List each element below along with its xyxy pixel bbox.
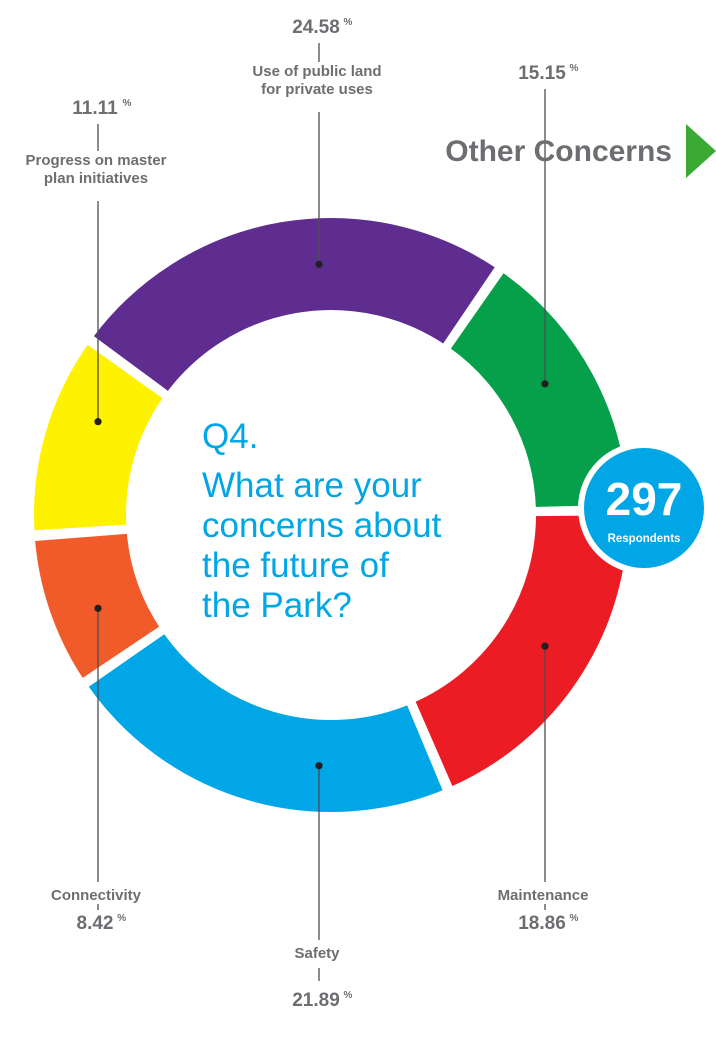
category-label-use-of-public-land-for-private-uses: Use of public land [252,63,381,80]
leader-dot-progress-on-master-plan-initiatives [94,418,102,426]
percent-sign-safety: % [344,990,353,1001]
segment-maintenance [407,509,634,794]
percent-sign-maintenance: % [570,913,579,924]
percent-label-safety: 21.89 [292,990,340,1011]
category-label-connectivity: Connectivity [51,887,142,904]
leader-dot-connectivity [94,604,102,612]
percent-sign-other-concerns: % [570,63,579,74]
segment-use-of-public-land-for-private-uses [85,212,504,400]
percent-sign-use-of-public-land-for-private-uses: % [344,17,353,28]
percent-label-other-concerns: 15.15 [518,63,566,84]
leader-dot-other-concerns [541,380,549,388]
segment-progress-on-master-plan-initiatives [28,336,171,537]
other-concerns-label: Other Concerns [445,135,672,168]
center-question: Q4. What are your concerns about the fut… [202,417,442,625]
donut-segments [28,212,634,818]
category-label-maintenance: Maintenance [498,887,589,904]
category-label-safety: Safety [294,945,340,962]
play-arrow-icon[interactable] [686,124,716,178]
category-label-use-of-public-land-for-private-uses: for private uses [261,81,373,98]
leader-lines [94,43,549,981]
question-line-2: concerns about [202,506,442,545]
question-line-4: the Park? [202,586,352,625]
question-number: Q4. [202,417,258,456]
other-concerns: Other Concerns [445,124,716,178]
percent-sign-connectivity: % [117,913,126,924]
percent-label-progress-on-master-plan-initiatives: 11.11 [72,98,118,119]
respondents-count: 297 [606,473,683,525]
leader-dot-maintenance [541,642,549,650]
category-label-progress-on-master-plan-initiatives: Progress on master [26,152,167,169]
segment-safety [80,625,451,818]
percent-label-use-of-public-land-for-private-uses: 24.58 [292,17,340,38]
leader-dot-safety [315,762,323,770]
percent-label-connectivity: 8.42 [77,913,114,934]
percent-sign-progress-on-master-plan-initiatives: % [123,98,132,109]
question-line-3: the future of [202,546,389,585]
respondents-badge-circle [584,448,704,568]
respondents-label: Respondents [608,533,681,545]
percent-label-maintenance: 18.86 [518,913,566,934]
category-label-progress-on-master-plan-initiatives: plan initiatives [44,170,148,187]
respondents-badge: 297 Respondents [578,442,710,574]
question-line-1: What are your [202,466,422,505]
leader-dot-use-of-public-land-for-private-uses [315,260,323,268]
